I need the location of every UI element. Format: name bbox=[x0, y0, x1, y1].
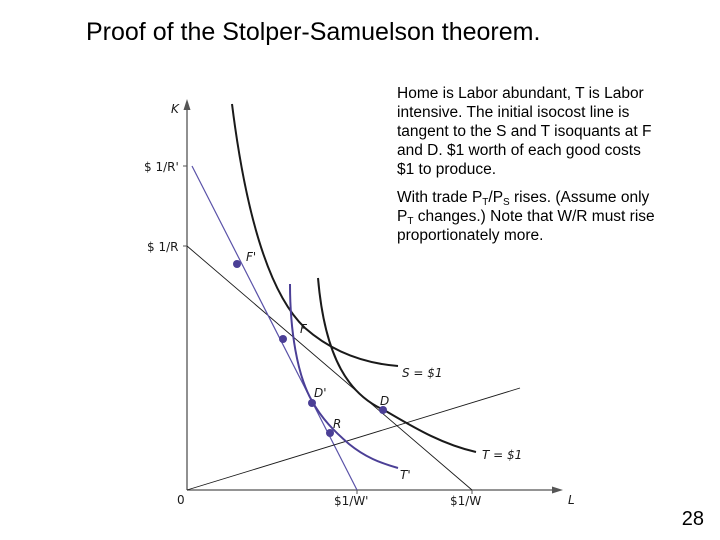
point-d-prime bbox=[308, 399, 316, 407]
y-tick-label-r: $ 1/R bbox=[147, 240, 178, 254]
x-tick-label-w-prime: $1/W' bbox=[334, 494, 368, 508]
note-text: /P bbox=[488, 189, 504, 206]
subscript-t: T bbox=[407, 216, 414, 227]
explanation-notes: Home is Labor abundant, T is Labor inten… bbox=[397, 84, 657, 254]
new-isocost-line bbox=[191, 165, 358, 491]
note-text: changes.) Note that W/R must rise propor… bbox=[397, 208, 655, 244]
point-f bbox=[279, 335, 287, 343]
t-isoquant-initial-label: T = $1 bbox=[482, 448, 522, 462]
label-f-prime: F' bbox=[246, 250, 256, 264]
label-d-prime: D' bbox=[314, 386, 327, 400]
label-r: R bbox=[333, 417, 341, 431]
point-f-prime bbox=[233, 260, 241, 268]
y-axis-label: K bbox=[171, 102, 180, 116]
note-paragraph-1: Home is Labor abundant, T is Labor inten… bbox=[397, 85, 652, 178]
label-f: F bbox=[300, 322, 308, 336]
ray-through-r bbox=[186, 387, 521, 491]
x-axis-label: L bbox=[568, 493, 575, 507]
s-isoquant-label: S = $1 bbox=[402, 366, 443, 380]
initial-isocost-line bbox=[186, 245, 473, 491]
x-axis-arrow bbox=[552, 486, 563, 494]
note-paragraph-2: With trade PT/PS rises. (Assume only PT … bbox=[397, 188, 657, 245]
y-axis-arrow bbox=[183, 99, 191, 110]
t-isoquant-new-label: T' bbox=[400, 468, 411, 482]
label-d: D bbox=[380, 394, 389, 408]
x-tick-label-w: $1/W bbox=[450, 494, 481, 508]
origin-label: 0 bbox=[177, 493, 185, 507]
y-tick-label-r-prime: $ 1/R' bbox=[144, 160, 179, 174]
point-d bbox=[379, 406, 387, 414]
s-isoquant-curve bbox=[231, 103, 399, 367]
subscript-t: T bbox=[482, 197, 489, 208]
subscript-s: S bbox=[503, 197, 510, 208]
note-text: rises. (Assume only P bbox=[397, 189, 650, 225]
note-text: With trade P bbox=[397, 189, 483, 206]
point-r bbox=[326, 429, 334, 437]
page-number: 28 bbox=[681, 508, 704, 530]
t-isoquant-new-curve bbox=[289, 283, 399, 469]
slide-title: Proof of the Stolper-Samuelson theorem. bbox=[86, 18, 541, 46]
